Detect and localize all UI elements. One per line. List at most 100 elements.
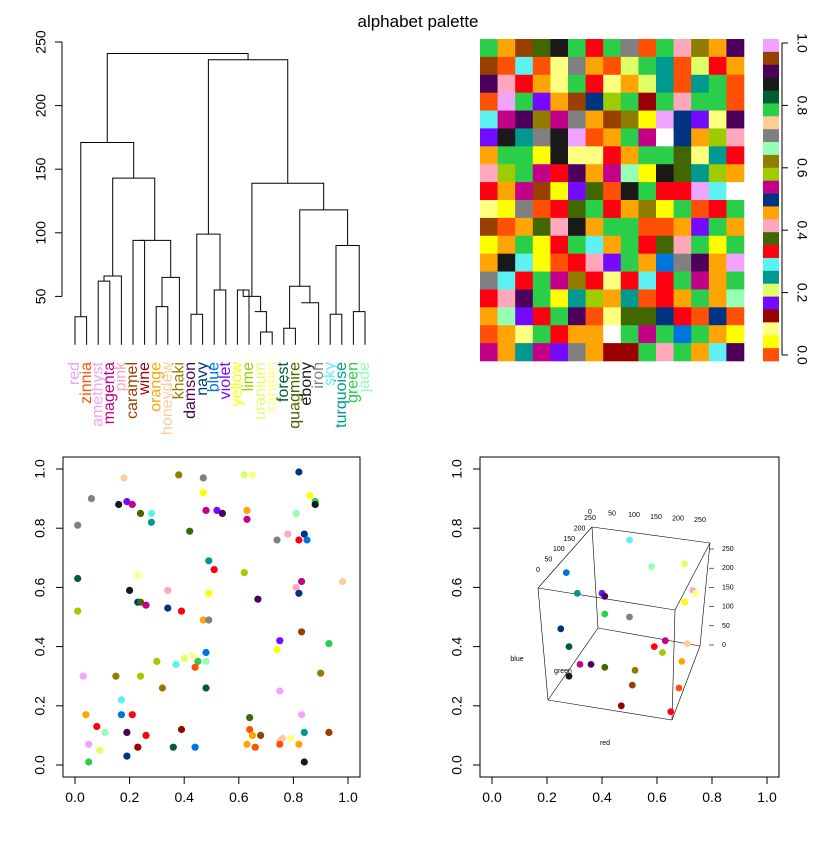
y-tick-label: 0.4 <box>449 637 465 657</box>
heatmap-cell <box>568 343 586 362</box>
axis-label-red: red <box>600 740 610 747</box>
scatter-point <box>136 509 145 517</box>
scatter-point <box>177 607 186 615</box>
heatmap-cell <box>726 253 745 272</box>
heatmap-cell <box>708 343 727 362</box>
heatmap-cell <box>603 146 622 165</box>
scatter-point <box>175 471 183 479</box>
heatmap-cell <box>550 235 569 254</box>
heatmap-cell <box>550 253 569 272</box>
scatter-point <box>325 640 333 648</box>
dendrogram-y-tick-label: 200 <box>33 94 49 118</box>
legend-tick-label: 1.0 <box>794 33 810 53</box>
heatmap-cell <box>726 235 745 254</box>
legend-swatch <box>763 348 779 362</box>
dendrogram-leaf-label: violet <box>217 361 234 399</box>
heatmap-cell <box>550 343 569 362</box>
heatmap-cell <box>620 200 639 219</box>
heatmap-cell <box>480 39 498 58</box>
heatmap-cell <box>515 289 534 308</box>
heatmap-cell <box>532 325 551 344</box>
scatter-point <box>295 468 303 476</box>
cube-edge <box>674 542 711 611</box>
heatmap-legend: 0.0 0.2 0.4 0.6 0.8 1.0 <box>763 33 810 365</box>
x-tick-label: 0.4 <box>174 789 194 805</box>
heatmap-cell <box>585 74 604 93</box>
dendrogram-branch <box>301 302 320 345</box>
scatter3d-point <box>587 661 595 668</box>
scatter-point <box>311 500 319 509</box>
scatter-point <box>213 506 221 514</box>
y-tick-label: 0.0 <box>449 755 465 775</box>
scatter-point <box>128 500 136 509</box>
tick-label-top: 50 <box>608 511 616 518</box>
scatter3d-point <box>659 649 666 656</box>
heatmap-cell <box>691 217 710 237</box>
heatmap-cell <box>656 217 674 237</box>
heatmap-cell <box>515 253 534 272</box>
legend-swatch <box>763 39 779 53</box>
scatter-point <box>292 509 300 517</box>
y-tick-label: 0.2 <box>32 696 48 716</box>
heatmap-cell <box>480 235 498 254</box>
dendrogram-leaf-label: uranium <box>252 362 269 420</box>
dendrogram-branch <box>236 289 250 345</box>
dendrogram-leaf-label: wine <box>136 362 153 396</box>
y-tick-label: 0.8 <box>32 518 48 538</box>
heatmap-cell <box>603 325 622 344</box>
heatmap-cell <box>497 343 516 362</box>
heatmap-cell <box>480 200 498 219</box>
scatter3d-point <box>678 658 686 665</box>
dendrogram-tree <box>74 52 366 345</box>
heatmap-cell <box>480 110 498 129</box>
heatmap-cell <box>673 289 692 308</box>
heatmap-cell <box>656 146 674 165</box>
scatter-point <box>248 731 257 740</box>
heatmap-cell <box>585 271 604 290</box>
cube-edge <box>537 526 593 589</box>
heatmap-cell <box>532 235 551 254</box>
heatmap-cell <box>585 39 604 58</box>
heatmap-cell <box>532 92 551 111</box>
legend-swatch <box>763 232 779 246</box>
y-tick-label: 0.2 <box>449 696 465 716</box>
heatmap-cell <box>532 164 551 183</box>
heatmap-cell <box>620 343 639 362</box>
heatmap-cell <box>673 56 692 76</box>
scatter-point <box>117 711 125 719</box>
dendrogram-y-axis: 50 100 150 200 250 <box>33 30 63 304</box>
scatter-point <box>147 509 155 517</box>
heatmap-cell <box>691 164 710 183</box>
heatmap-cell <box>673 39 692 58</box>
dendrogram-leaf-label: turquoise <box>333 362 350 428</box>
scatter-point <box>199 616 207 624</box>
heatmap-cell <box>480 343 498 362</box>
scatter-point <box>191 663 199 671</box>
scatter3d-point <box>648 563 655 571</box>
heatmap-cell <box>568 74 586 93</box>
heatmap-cell <box>550 200 569 219</box>
heatmap-cell <box>550 128 569 147</box>
tick-label-right: 200 <box>722 565 734 572</box>
scatter-point <box>292 583 300 592</box>
dendrogram-y-tick-label: 250 <box>33 30 49 54</box>
scatter-point <box>136 598 145 606</box>
heatmap-cell <box>480 307 498 326</box>
heatmap-cell <box>585 200 604 219</box>
scatter-point <box>300 728 308 737</box>
dendrogram-branch <box>155 306 169 345</box>
heatmap-cell <box>480 289 498 308</box>
scatter-point <box>202 648 210 657</box>
heatmap-cell <box>532 271 551 290</box>
heatmap-cell <box>515 307 534 326</box>
heatmap-cell <box>480 128 498 147</box>
scatter3d-point <box>650 643 658 650</box>
heatmap-cell <box>568 217 586 237</box>
legend-swatch <box>763 90 779 104</box>
tick-label-left: 100 <box>553 546 565 553</box>
heatmap-cell <box>515 39 534 58</box>
tick-label-right: 100 <box>722 604 734 611</box>
heatmap-cell <box>673 146 692 165</box>
heatmap-cell <box>585 217 604 237</box>
